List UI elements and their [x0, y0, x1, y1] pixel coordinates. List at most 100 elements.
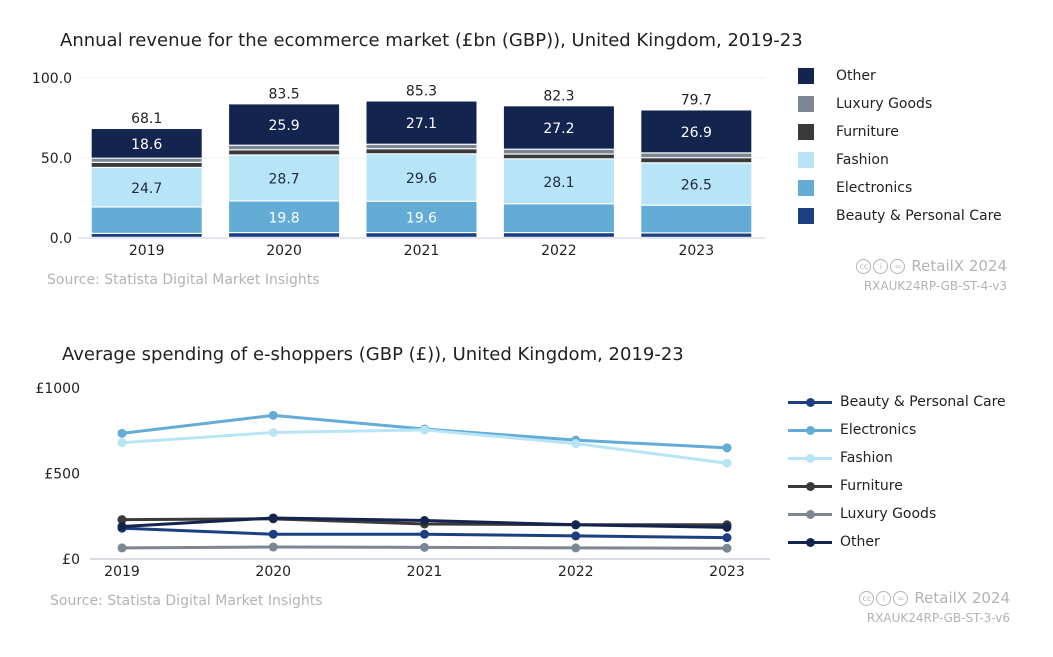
total-label: 79.7	[681, 92, 712, 108]
x-tick-label: 2020	[266, 243, 302, 259]
bar-segment-beauty-and-personal-care-2019	[91, 234, 202, 237]
data-label-electronics: 19.8	[269, 210, 300, 226]
bar-segment-luxury-goods-2023	[641, 153, 752, 158]
data-point-luxury-goods	[268, 542, 278, 552]
revenue-legend: Other Luxury Goods Furniture Fashion Electro…	[798, 62, 1002, 230]
bar-segment-fashion-2019	[91, 168, 202, 207]
bar-segment-other-2022	[503, 106, 614, 149]
spending-chart-title: Average spending of e-shoppers (GBP (£))…	[62, 344, 684, 365]
bar-segment-furniture-2022	[503, 154, 614, 159]
y-tick-label: 50.0	[41, 151, 72, 167]
data-label-other: 25.9	[269, 118, 300, 134]
legend-item-beauty-and-personal-care: Beauty & Personal Care	[798, 202, 1002, 230]
data-label-electronics: 19.6	[406, 211, 437, 227]
legend-item-electronics: Electronics	[798, 174, 1002, 202]
y-tick-label: 100.0	[32, 71, 72, 87]
bar-segment-luxury-goods-2022	[503, 149, 614, 154]
data-point-other	[268, 513, 278, 523]
data-point-beauty-and-personal-care	[268, 529, 278, 539]
legend-line-swatch	[788, 450, 832, 466]
data-point-luxury-goods	[722, 543, 732, 553]
data-point-luxury-goods	[420, 542, 429, 552]
legend-item-luxury-goods: Luxury Goods	[798, 90, 1002, 118]
y-tick-label: £500	[44, 467, 80, 483]
brand-name: RetailX 2024	[914, 589, 1010, 607]
legend-label: Fashion	[840, 450, 893, 466]
legend-swatch	[798, 180, 814, 196]
x-tick-label: 2023	[678, 243, 714, 259]
data-point-fashion	[268, 427, 278, 437]
bar-segment-electronics-2020	[229, 201, 340, 232]
revenue-chart-panel: Annual revenue for the ecommerce market …	[32, 30, 1007, 293]
creative-commons-icon: cc i =	[859, 590, 909, 606]
legend-swatch	[798, 96, 814, 112]
data-point-electronics	[117, 428, 127, 438]
bar-segment-electronics-2022	[503, 204, 614, 232]
spending-source: Source: Statista Digital Market Insights	[50, 593, 323, 609]
x-tick-label: 2022	[558, 564, 594, 580]
data-point-fashion	[117, 438, 127, 448]
legend-label: Electronics	[840, 422, 917, 438]
bar-segment-luxury-goods-2021	[366, 144, 477, 149]
revenue-bar-chart: 0.0 50.0 100.0 24.7 18.6 68.1 2019 19.8 28.7 25.9…	[32, 71, 765, 259]
legend-label: Luxury Goods	[836, 96, 933, 112]
bar-segment-furniture-2023	[641, 158, 752, 163]
bar-segment-electronics-2021	[366, 201, 477, 232]
legend-item-fashion: Fashion	[798, 146, 1002, 174]
spending-chart-panel: Average spending of e-shoppers (GBP (£))…	[0, 330, 1053, 657]
data-point-beauty-and-personal-care	[722, 533, 732, 543]
bar-segment-luxury-goods-2020	[229, 145, 340, 150]
bar-segment-other-2023	[641, 110, 752, 153]
legend-item-beauty-and-personal-care: Beauty & Personal Care	[788, 388, 1006, 416]
bar-segment-fashion-2021	[366, 154, 477, 201]
x-tick-label: 2019	[129, 243, 165, 259]
legend-item-electronics: Electronics	[788, 416, 1006, 444]
legend-swatch	[798, 68, 814, 84]
legend-item-furniture: Furniture	[798, 118, 1002, 146]
x-tick-label: 2019	[104, 564, 140, 580]
spending-line-chart: £0 £500 £1000 2019 2020 2021 2022 2023	[35, 381, 770, 580]
data-point-furniture	[117, 515, 127, 525]
data-label-other: 18.6	[131, 137, 162, 153]
legend-label: Beauty & Personal Care	[840, 394, 1006, 410]
bar-segment-fashion-2020	[229, 155, 340, 201]
total-label: 68.1	[131, 111, 162, 127]
legend-line-swatch	[788, 422, 832, 438]
x-tick-label: 2022	[541, 243, 577, 259]
bar-segment-other-2021	[366, 101, 477, 144]
legend-swatch	[798, 208, 814, 224]
data-label-other: 26.9	[681, 125, 712, 141]
legend-label: Luxury Goods	[840, 506, 937, 522]
creative-commons-icon: cc i =	[856, 258, 906, 274]
bar-segment-other-2020	[229, 104, 340, 145]
brand-name: RetailX 2024	[911, 257, 1007, 275]
legend-label: Other	[836, 68, 876, 84]
legend-line-swatch	[788, 506, 832, 522]
spending-legend: Beauty & Personal Care Electronics Fashion…	[788, 388, 1006, 556]
data-point-fashion	[571, 439, 581, 449]
legend-item-fashion: Fashion	[788, 444, 1006, 472]
total-label: 82.3	[543, 88, 574, 104]
data-label-fashion: 24.7	[131, 181, 162, 197]
bar-segment-beauty-and-personal-care-2020	[229, 233, 340, 237]
data-point-other	[722, 522, 732, 532]
revenue-source: Source: Statista Digital Market Insights	[47, 272, 320, 288]
data-point-beauty-and-personal-care	[420, 529, 429, 539]
legend-line-swatch	[788, 534, 832, 550]
legend-swatch	[798, 124, 814, 140]
revenue-brand: cc i = RetailX 2024 RXAUK24RP-GB-ST-4-v3	[856, 257, 1007, 293]
x-tick-label: 2020	[255, 564, 291, 580]
chart-code: RXAUK24RP-GB-ST-4-v3	[863, 279, 1007, 293]
y-tick-label: £1000	[35, 381, 80, 397]
x-tick-label: 2021	[407, 564, 443, 580]
data-point-other	[571, 520, 581, 530]
x-tick-label: 2021	[404, 243, 440, 259]
data-point-fashion	[420, 425, 429, 435]
spending-brand: cc i = RetailX 2024 RXAUK24RP-GB-ST-3-v6	[859, 589, 1010, 625]
data-label-fashion: 29.6	[406, 171, 437, 187]
chart-code: RXAUK24RP-GB-ST-3-v6	[866, 611, 1010, 625]
data-point-fashion	[722, 458, 732, 468]
data-label-fashion: 28.7	[269, 172, 300, 188]
data-label-fashion: 26.5	[681, 178, 712, 194]
legend-item-luxury-goods: Luxury Goods	[788, 500, 1006, 528]
